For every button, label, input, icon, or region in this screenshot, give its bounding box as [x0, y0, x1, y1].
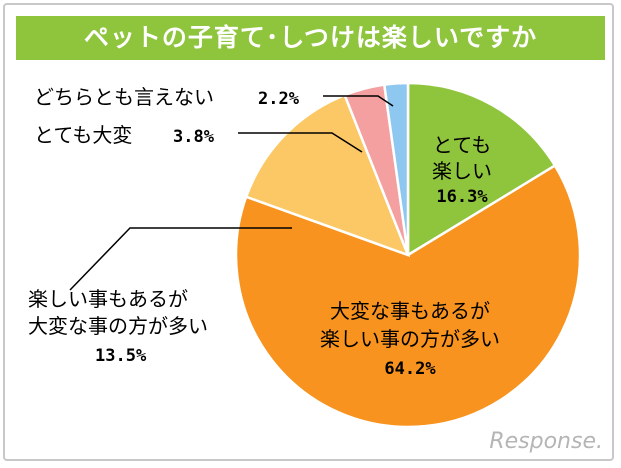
chart-title: ペットの子育て･しつけは楽しいですか [16, 16, 605, 60]
slice-label: とても大変 [34, 123, 132, 147]
leader-line [238, 132, 363, 153]
pie-slice [244, 93, 411, 258]
slice-value-label: 13.5% [95, 346, 147, 366]
pie-slice [406, 81, 557, 258]
slice-label: 大変な事の方が多い [28, 314, 208, 338]
slice-value-label: 2.2% [258, 89, 300, 109]
slice-label: とても [433, 133, 491, 157]
slice-label: 楽しい事の方が多い [320, 327, 500, 351]
slice-label: 大変な事もあるが [330, 299, 490, 323]
leader-line [69, 227, 292, 291]
watermark-logo: Response. [489, 429, 603, 454]
pie-slice [234, 163, 582, 429]
slice-label: 楽しい [432, 159, 492, 183]
slice-value-label: 3.8% [173, 127, 215, 147]
slice-label: 楽しい事もあるが [28, 287, 188, 311]
slice-label: どちらとも言えない [34, 85, 214, 109]
slice-value-label: 16.3% [436, 187, 488, 207]
leader-line [323, 95, 394, 107]
pie-slice [382, 81, 410, 256]
slice-value-label: 64.2% [384, 359, 436, 379]
